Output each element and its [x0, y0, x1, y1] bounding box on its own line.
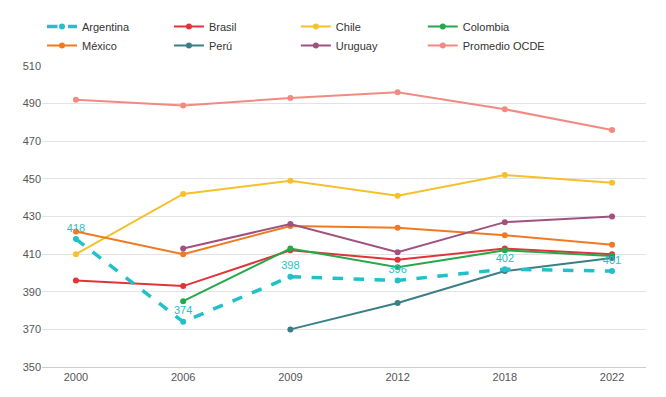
- svg-text:374: 374: [174, 304, 192, 316]
- svg-text:2022: 2022: [600, 371, 624, 383]
- svg-text:350: 350: [23, 361, 41, 373]
- svg-text:Promedio OCDE: Promedio OCDE: [463, 40, 545, 52]
- svg-text:México: México: [82, 40, 117, 52]
- svg-text:2009: 2009: [278, 371, 302, 383]
- svg-text:Chile: Chile: [336, 21, 361, 33]
- svg-text:2000: 2000: [64, 371, 88, 383]
- svg-text:2012: 2012: [385, 371, 409, 383]
- svg-text:510: 510: [23, 60, 41, 72]
- svg-text:2018: 2018: [493, 371, 517, 383]
- svg-text:396: 396: [388, 263, 406, 275]
- svg-text:402: 402: [496, 252, 514, 264]
- svg-text:Colombia: Colombia: [463, 21, 510, 33]
- svg-text:430: 430: [23, 210, 41, 222]
- svg-text:2006: 2006: [171, 371, 195, 383]
- svg-text:401: 401: [603, 254, 621, 266]
- svg-text:490: 490: [23, 97, 41, 109]
- svg-text:470: 470: [23, 135, 41, 147]
- svg-text:370: 370: [23, 323, 41, 335]
- svg-text:418: 418: [67, 222, 85, 234]
- svg-text:390: 390: [23, 286, 41, 298]
- svg-text:450: 450: [23, 173, 41, 185]
- svg-text:Uruguay: Uruguay: [336, 40, 378, 52]
- svg-text:Brasil: Brasil: [209, 21, 237, 33]
- svg-text:Perú: Perú: [209, 40, 232, 52]
- svg-text:410: 410: [23, 248, 41, 260]
- svg-text:Argentina: Argentina: [82, 21, 130, 33]
- svg-text:398: 398: [281, 259, 299, 271]
